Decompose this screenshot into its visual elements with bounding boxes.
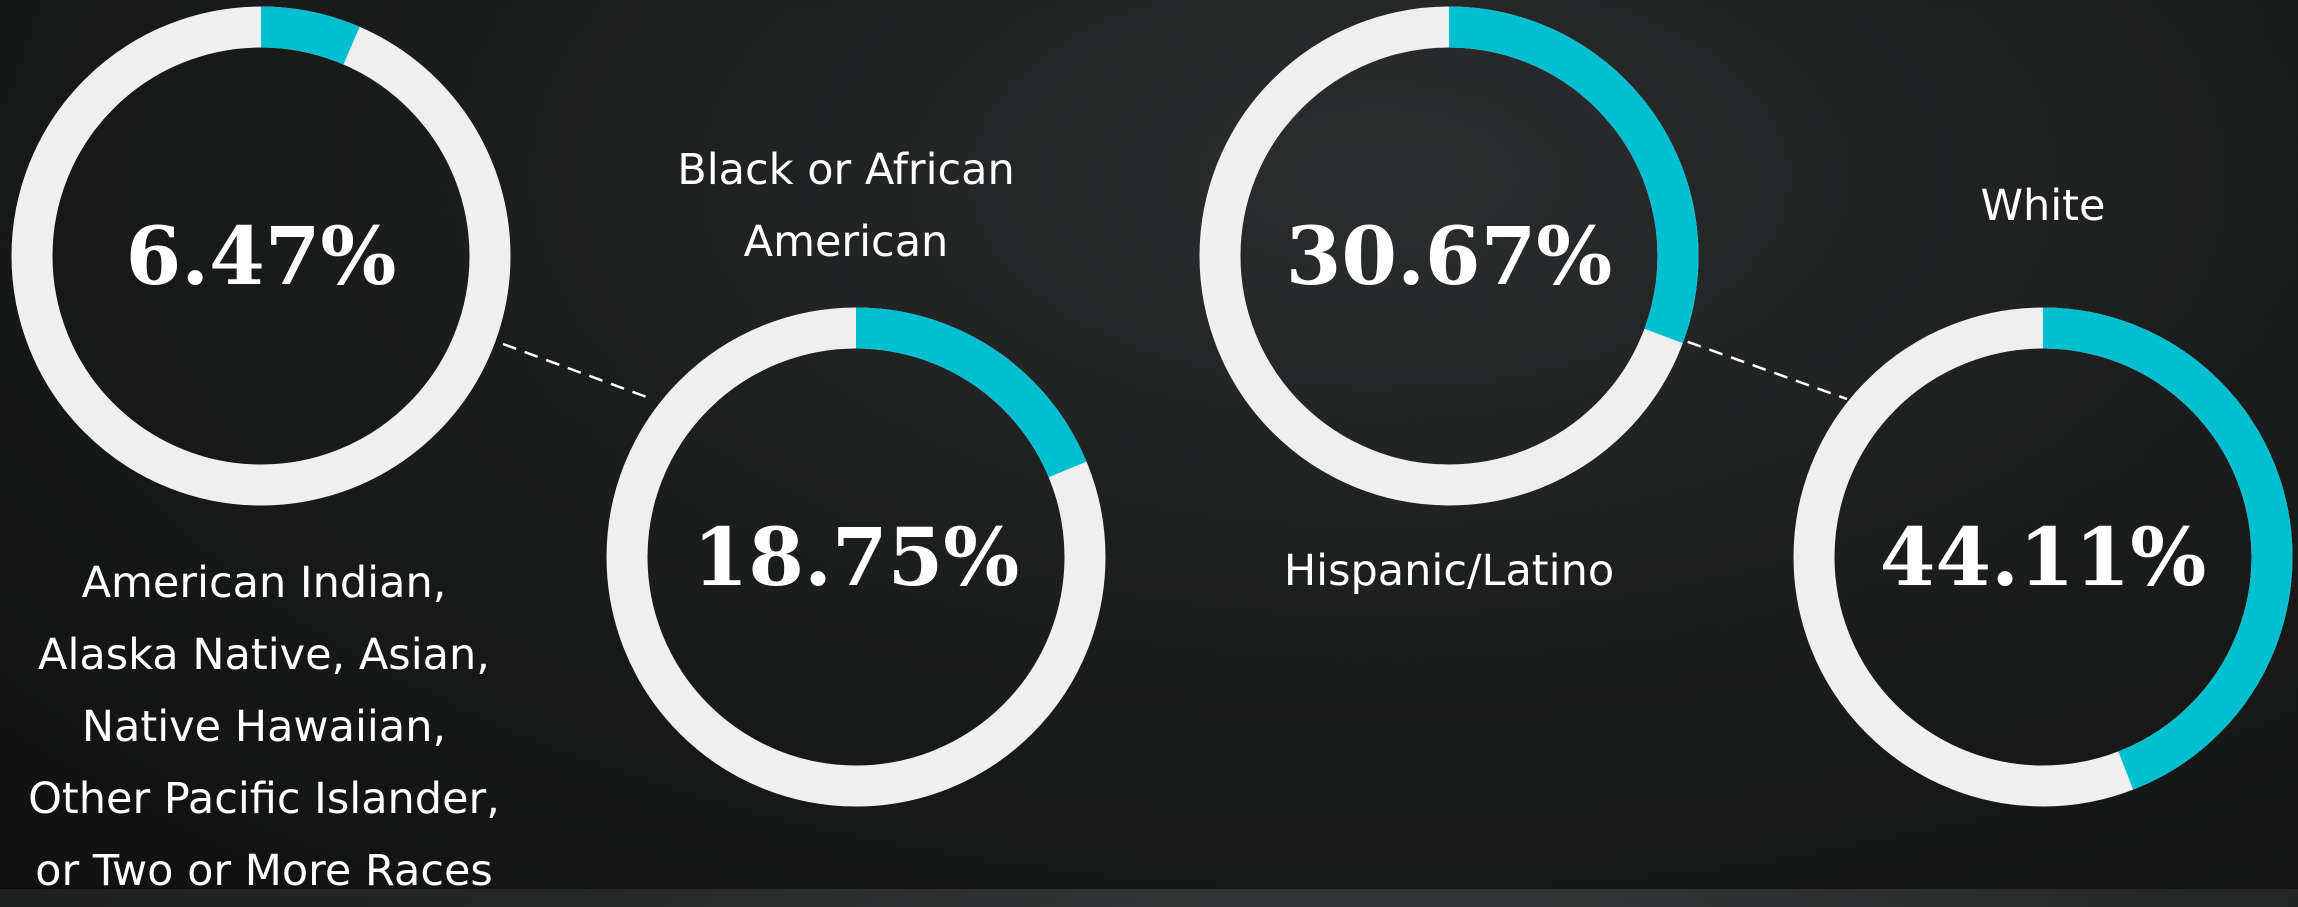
category-label: Hispanic/Latino [1283,546,1615,596]
value-label: 30.67% [1286,209,1613,303]
donut-arc [11,6,511,506]
donut-arc [1793,307,2293,807]
value-label: 6.47% [126,209,397,303]
category-label: White [1980,181,2106,231]
connector [1665,332,1848,401]
donut-arc [606,307,1106,807]
value-label: 18.75% [693,510,1020,604]
connector [502,342,653,401]
donut-arc [1199,6,1699,506]
category-label: American Indian, Alaska Native, Asian, N… [28,558,500,896]
value-label: 44.11% [1880,510,2207,604]
category-label: Black or African American [677,145,1015,267]
